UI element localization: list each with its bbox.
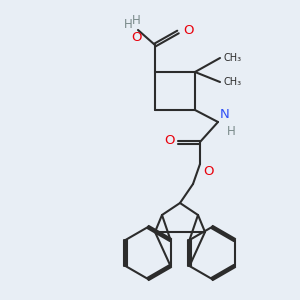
Text: O: O (164, 134, 175, 148)
Text: O: O (203, 165, 214, 178)
Text: N: N (220, 108, 230, 121)
Text: H: H (227, 125, 236, 138)
Text: O: O (131, 31, 141, 44)
Text: O: O (183, 23, 194, 37)
Text: H: H (132, 14, 140, 27)
Text: H: H (124, 17, 132, 31)
Text: CH₃: CH₃ (223, 77, 241, 87)
Text: CH₃: CH₃ (223, 53, 241, 63)
